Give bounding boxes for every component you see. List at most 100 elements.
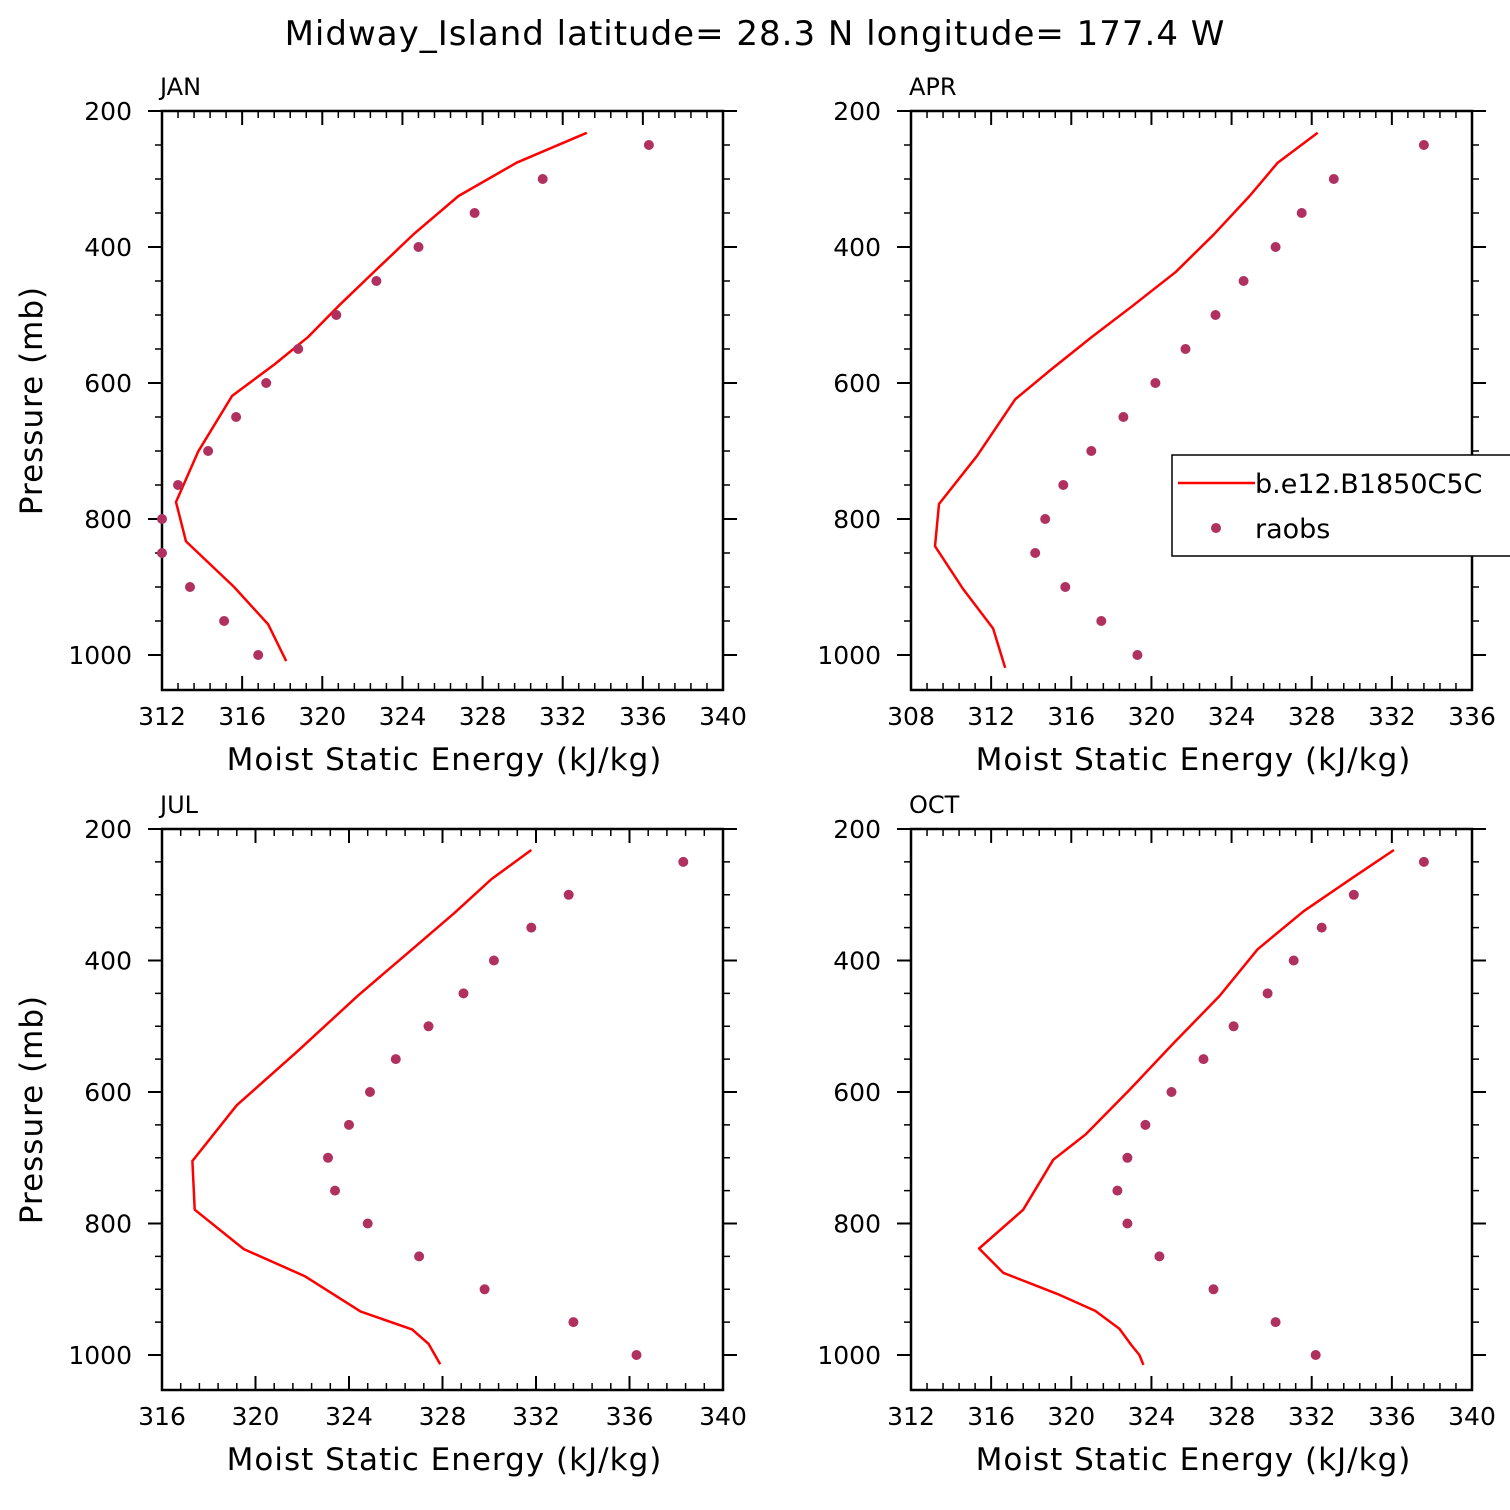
y-tick-label: 400 <box>833 233 881 262</box>
x-tick-label: 320 <box>232 1402 280 1431</box>
y-tick-label: 600 <box>84 369 132 398</box>
raobs-point <box>323 1152 333 1163</box>
raobs-point <box>344 1119 354 1130</box>
panel-jan: JAN 312 316 320 324 328 332 336 340 200 400 600 800 1… <box>14 73 747 778</box>
raobs-point <box>413 242 424 252</box>
y-tick-label: 200 <box>833 815 881 844</box>
x-tick-label: 332 <box>512 1402 560 1431</box>
y-tick-label: 400 <box>84 233 132 262</box>
x-tick-label: 312 <box>967 702 1015 731</box>
raobs-point <box>1316 922 1327 933</box>
raobs-point <box>1132 650 1143 660</box>
y-axis-label: Pressure (mb) <box>14 286 50 515</box>
x-tick-label: 336 <box>1368 1402 1416 1431</box>
plot-frame <box>160 109 725 692</box>
raobs-point <box>1210 310 1221 320</box>
raobs-point <box>330 1185 340 1196</box>
raobs-point <box>331 310 342 320</box>
raobs-point <box>1198 1054 1209 1065</box>
raobs-point <box>1270 1317 1281 1328</box>
raobs-point <box>469 208 480 218</box>
legend-obs-label: raobs <box>1255 514 1330 545</box>
y-tick-label: 800 <box>84 505 132 534</box>
x-tick-label: 328 <box>1288 702 1336 731</box>
y-tick-label: 200 <box>84 815 132 844</box>
x-tick-label: 328 <box>419 1402 467 1431</box>
raobs-point <box>1040 514 1051 524</box>
raobs-point <box>219 616 230 626</box>
raobs-point <box>1150 378 1161 388</box>
raobs-point <box>1418 856 1429 867</box>
y-axis-label: Pressure (mb) <box>14 995 50 1224</box>
x-tick-label: 324 <box>379 702 427 731</box>
x-tick-label: 336 <box>606 1402 654 1431</box>
raobs-point <box>203 446 214 456</box>
panel-oct: OCT 312 316 320 324 328 332 336 340 200 400 600 800 1… <box>817 791 1495 1478</box>
x-tick-label: 320 <box>1047 1402 1095 1431</box>
x-tick-label: 332 <box>1288 1402 1336 1431</box>
x-tick-label: 324 <box>1208 702 1256 731</box>
raobs-point <box>1418 140 1429 150</box>
raobs-point <box>1030 548 1041 558</box>
raobs-point <box>1348 889 1359 900</box>
panel-title: JAN <box>158 73 201 101</box>
raobs-point <box>1288 955 1299 966</box>
legend: b.e12.B1850C5C raobs <box>1171 454 1510 557</box>
raobs-point <box>362 1218 373 1229</box>
x-tick-label: 316 <box>138 1402 186 1431</box>
x-tick-label: 328 <box>459 702 507 731</box>
raobs-point <box>157 514 167 524</box>
model-profile-line <box>977 848 1395 1366</box>
raobs-point <box>479 1284 490 1295</box>
x-tick-label: 340 <box>699 702 747 731</box>
x-axis-label: Moist Static Energy (kJ/kg) <box>976 1442 1412 1478</box>
x-tick-label: 336 <box>1448 702 1496 731</box>
y-tick-label: 400 <box>84 947 132 976</box>
plot-frame <box>909 109 1474 692</box>
raobs-point <box>261 378 272 388</box>
raobs-point <box>231 412 242 422</box>
raobs-point <box>526 922 537 933</box>
x-tick-label: 340 <box>1448 1402 1496 1431</box>
raobs-point <box>568 1317 579 1328</box>
panel-jul: JUL 316 320 324 328 332 336 340 200 400 600 800 1000… <box>14 791 747 1478</box>
x-tick-label: 332 <box>539 702 587 731</box>
panel-title: OCT <box>909 791 960 819</box>
raobs-point <box>1180 344 1191 354</box>
x-tick-label: 312 <box>887 1402 935 1431</box>
raobs-point <box>458 988 469 999</box>
panel-apr: APR 308 312 316 320 324 328 332 336 200 400 600 800 1… <box>817 73 1495 778</box>
raobs-point <box>1228 1021 1239 1032</box>
x-tick-label: 332 <box>1368 702 1416 731</box>
x-axis-label: Moist Static Energy (kJ/kg) <box>227 1442 663 1478</box>
y-tick-label: 600 <box>833 369 881 398</box>
y-tick-label: 200 <box>833 97 881 126</box>
y-tick-label: 800 <box>833 1210 881 1239</box>
raobs-point <box>1166 1087 1177 1097</box>
raobs-point <box>563 889 574 900</box>
y-tick-label: 1000 <box>817 641 881 670</box>
x-tick-label: 328 <box>1208 1402 1256 1431</box>
y-tick-label: 200 <box>84 97 132 126</box>
x-tick-label: 324 <box>1128 1402 1176 1431</box>
y-tick-label: 1000 <box>817 1341 881 1370</box>
raobs-point <box>390 1054 401 1065</box>
x-tick-label: 316 <box>218 702 266 731</box>
raobs-point <box>1310 1350 1321 1360</box>
raobs-point <box>1122 1218 1133 1229</box>
raobs-point <box>1122 1152 1133 1163</box>
raobs-point <box>488 955 499 966</box>
raobs-point <box>1086 446 1097 456</box>
raobs-point <box>1060 582 1071 592</box>
x-tick-label: 308 <box>887 702 935 731</box>
raobs-point <box>1118 412 1129 422</box>
raobs-point <box>293 344 304 354</box>
plot-frame <box>160 827 725 1392</box>
x-axis-label: Moist Static Energy (kJ/kg) <box>227 742 663 778</box>
x-tick-label: 340 <box>699 1402 747 1431</box>
model-profile-line <box>174 131 588 662</box>
model-profile-line <box>933 131 1319 669</box>
x-tick-label: 324 <box>325 1402 373 1431</box>
raobs-point <box>1328 174 1339 184</box>
